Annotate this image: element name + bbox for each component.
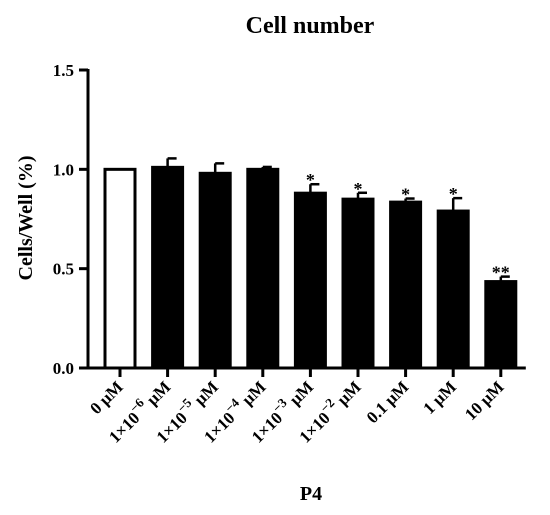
bar <box>246 167 280 370</box>
bar <box>341 197 375 370</box>
x-tick-label: 0 μM <box>86 377 127 418</box>
significance-marker: * <box>449 184 458 204</box>
bar <box>198 171 232 370</box>
bar <box>293 191 327 370</box>
significance-marker: * <box>401 185 410 205</box>
x-tick-label: 0.1 μM <box>363 377 413 427</box>
y-tick-label: 1.0 <box>53 160 74 179</box>
y-tick-label: 0.5 <box>53 260 74 279</box>
significance-marker: ** <box>492 263 510 283</box>
significance-marker: * <box>306 170 315 190</box>
bar <box>389 200 423 370</box>
y-tick-label: 0.0 <box>53 359 74 378</box>
bar <box>103 167 137 370</box>
plot-area: 0.00.51.01.50 μM1×10−6 μM1×10−5 μM1×10−4… <box>53 61 526 447</box>
chart-title: Cell number <box>246 13 375 39</box>
y-tick-label: 1.5 <box>53 61 74 80</box>
x-tick-label: 1 μM <box>419 377 460 418</box>
bar <box>151 165 185 370</box>
significance-marker: * <box>354 179 363 199</box>
bar <box>484 280 518 370</box>
x-tick-label: 10 μM <box>461 377 508 424</box>
y-axis-label: Cells/Well (%) <box>15 156 37 281</box>
x-axis-label: P4 <box>300 483 322 505</box>
bar <box>436 209 470 370</box>
